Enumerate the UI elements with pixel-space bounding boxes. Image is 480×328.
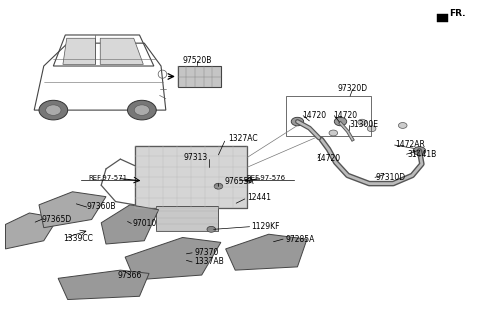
- Text: 97655A: 97655A: [225, 177, 254, 186]
- FancyBboxPatch shape: [156, 206, 218, 231]
- Circle shape: [413, 147, 426, 155]
- Text: 14720: 14720: [317, 154, 341, 163]
- Circle shape: [291, 117, 304, 126]
- Polygon shape: [100, 38, 144, 64]
- Text: 97520B: 97520B: [182, 56, 212, 65]
- Text: 12441: 12441: [247, 194, 271, 202]
- Polygon shape: [58, 270, 149, 299]
- FancyBboxPatch shape: [437, 14, 448, 22]
- Text: 14720: 14720: [333, 111, 358, 119]
- FancyBboxPatch shape: [178, 66, 221, 87]
- Circle shape: [367, 126, 376, 132]
- Polygon shape: [5, 213, 58, 249]
- Text: REF.97-576: REF.97-576: [247, 175, 286, 181]
- Circle shape: [46, 105, 61, 115]
- Text: 97310D: 97310D: [375, 173, 406, 182]
- Text: 31441B: 31441B: [408, 150, 437, 159]
- Circle shape: [39, 100, 68, 120]
- Circle shape: [358, 119, 366, 125]
- Text: 31300E: 31300E: [349, 120, 378, 129]
- Text: 1129KF: 1129KF: [251, 222, 279, 231]
- Polygon shape: [39, 192, 106, 228]
- Polygon shape: [226, 234, 307, 270]
- Circle shape: [134, 105, 150, 115]
- Text: 1327AC: 1327AC: [228, 134, 258, 143]
- Text: 97360B: 97360B: [87, 202, 116, 211]
- Text: 97285A: 97285A: [286, 235, 315, 244]
- Circle shape: [207, 226, 216, 232]
- Text: 14720: 14720: [302, 111, 326, 119]
- Text: REF.97-571: REF.97-571: [89, 175, 128, 181]
- Text: 97370: 97370: [194, 248, 218, 257]
- Text: 97366: 97366: [118, 271, 142, 280]
- Polygon shape: [125, 237, 221, 280]
- Text: 1472AR: 1472AR: [396, 140, 425, 149]
- Circle shape: [334, 117, 347, 126]
- FancyBboxPatch shape: [135, 146, 247, 208]
- Text: 97320D: 97320D: [337, 84, 368, 93]
- Text: 1337AB: 1337AB: [194, 257, 224, 266]
- Polygon shape: [63, 38, 96, 64]
- Text: 1339CC: 1339CC: [63, 234, 93, 243]
- Polygon shape: [101, 205, 158, 244]
- Circle shape: [398, 123, 407, 128]
- Text: 97010: 97010: [132, 219, 156, 228]
- Circle shape: [128, 100, 156, 120]
- Text: 97313: 97313: [184, 153, 208, 162]
- Circle shape: [214, 183, 223, 189]
- Circle shape: [329, 130, 337, 136]
- Text: 97365D: 97365D: [41, 215, 72, 224]
- Text: FR.: FR.: [449, 9, 465, 18]
